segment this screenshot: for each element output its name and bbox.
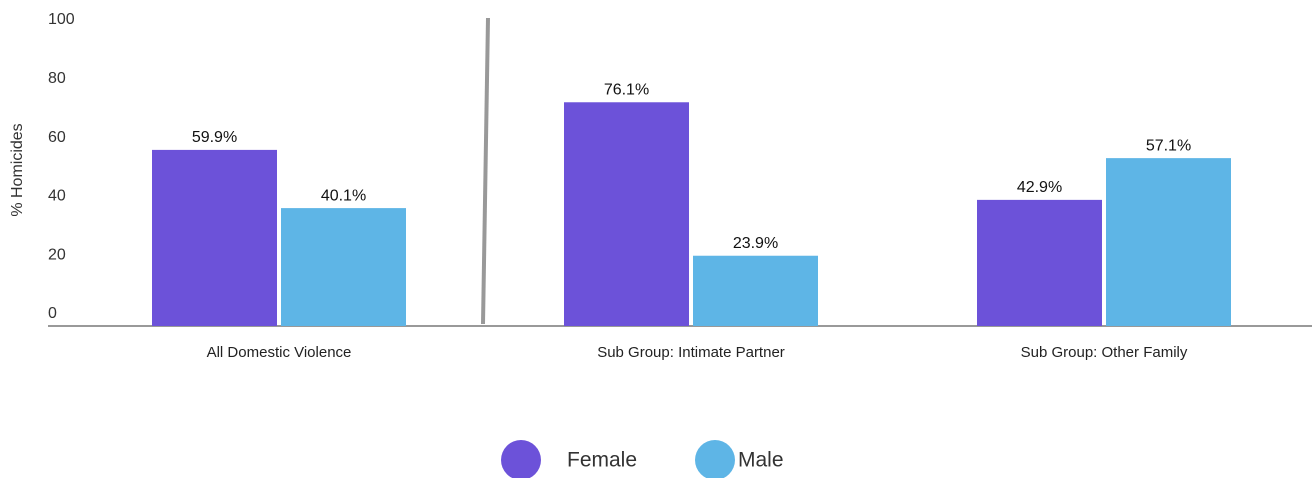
legend-label: Male [738,449,784,472]
y-tick-label: 80 [48,70,66,87]
y-tick-label: 0 [48,305,57,322]
value-label: 76.1% [604,81,649,98]
y-tick-label: 20 [48,246,66,263]
x-tick-label: All Domestic Violence [207,344,352,361]
x-tick-label: Sub Group: Intimate Partner [597,344,785,361]
value-label: 42.9% [1017,179,1062,196]
bar [281,208,406,326]
bar [693,255,818,326]
legend-label: Female [567,449,637,472]
value-label: 23.9% [733,235,778,252]
separator [481,17,490,325]
y-tick-label: 60 [48,129,66,146]
y-axis-label: % Homicides [9,123,26,216]
bar [977,199,1102,326]
y-tick-label: 100 [48,11,75,28]
legend-swatch [501,440,541,478]
value-label: 57.1% [1146,137,1191,154]
legend-swatch [695,440,735,478]
bar [152,149,277,326]
y-tick-label: 40 [48,188,66,205]
x-tick-label: Sub Group: Other Family [1021,344,1188,361]
bar [1106,158,1231,326]
value-label: 40.1% [321,187,366,204]
value-label: 59.9% [192,129,237,146]
bar [564,102,689,327]
